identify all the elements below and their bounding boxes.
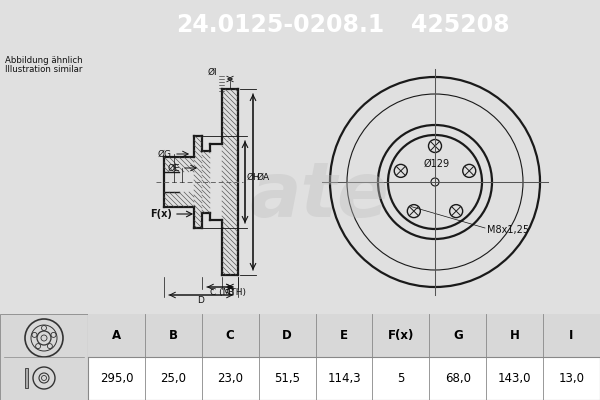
Text: 5: 5	[397, 372, 404, 385]
Text: 114,3: 114,3	[327, 372, 361, 385]
Text: F(x): F(x)	[388, 329, 414, 342]
Text: ØE: ØE	[167, 164, 180, 172]
Text: C (MTH): C (MTH)	[210, 288, 246, 297]
Text: 51,5: 51,5	[274, 372, 300, 385]
Text: ØA: ØA	[257, 172, 270, 182]
Text: B: B	[227, 288, 233, 297]
Text: Illustration similar: Illustration similar	[5, 65, 82, 74]
Text: 295,0: 295,0	[100, 372, 133, 385]
Text: M8x1,25: M8x1,25	[487, 225, 529, 235]
Text: G: G	[453, 329, 463, 342]
Text: 143,0: 143,0	[498, 372, 532, 385]
Text: ØG: ØG	[158, 150, 172, 158]
Text: H: H	[510, 329, 520, 342]
Bar	[88, 314, 600, 357]
Text: 23,0: 23,0	[217, 372, 243, 385]
Text: 24.0125-0208.1: 24.0125-0208.1	[176, 13, 384, 37]
Text: ate: ate	[250, 159, 390, 233]
Text: 25,0: 25,0	[160, 372, 187, 385]
Text: D: D	[197, 296, 205, 305]
Text: 425208: 425208	[410, 13, 509, 37]
Text: I: I	[569, 329, 574, 342]
Text: B: B	[169, 329, 178, 342]
Bar	[0, 314, 88, 400]
Text: ØI: ØI	[208, 68, 217, 77]
Text: ØH: ØH	[247, 172, 261, 182]
Text: E: E	[340, 329, 348, 342]
Text: F(x): F(x)	[150, 209, 172, 219]
Bar	[88, 314, 600, 400]
Text: 13,0: 13,0	[559, 372, 584, 385]
Text: A: A	[112, 329, 121, 342]
Text: Ø129: Ø129	[424, 159, 450, 169]
Text: Abbildung ähnlich: Abbildung ähnlich	[5, 56, 83, 65]
Text: C: C	[226, 329, 235, 342]
Text: 68,0: 68,0	[445, 372, 471, 385]
Bar	[25, 368, 28, 388]
Text: D: D	[282, 329, 292, 342]
